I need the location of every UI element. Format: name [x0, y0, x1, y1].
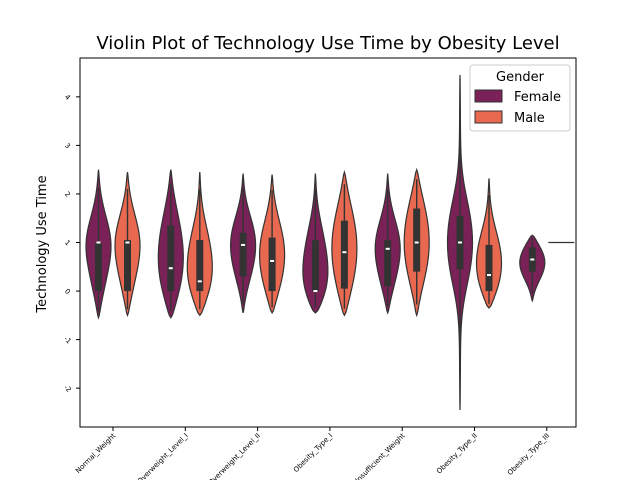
violin-male-4: [403, 167, 430, 318]
x-tick-label: Overweight_Level_I: [136, 432, 190, 480]
y-tick-label: -2: [62, 383, 73, 394]
x-axis: Normal_Weight Overweight_Level_I Overweigh…: [74, 427, 551, 480]
iqr-box: [413, 208, 421, 272]
y-axis-label: Technology Use Time: [35, 175, 50, 313]
legend-label-male: Male: [514, 111, 545, 126]
y-tick-label: 4: [63, 93, 72, 102]
violin-male-5: [475, 178, 503, 309]
violin-male-3: [331, 170, 358, 317]
iqr-box: [485, 244, 493, 292]
x-tick-label: Insufficient_Weight: [354, 432, 407, 480]
iqr-box: [384, 240, 392, 287]
y-tick-label: 1: [63, 239, 72, 248]
x-tick-label: Obesity_Type_II: [435, 432, 479, 476]
legend: Gender Female Male: [469, 64, 571, 132]
legend-swatch-male: [474, 110, 503, 124]
y-tick-label: 0: [63, 287, 72, 296]
violin-female-0: [85, 169, 112, 320]
x-tick-label: Obesity_Type_I: [292, 432, 334, 474]
iqr-box: [124, 240, 131, 292]
chart-title: Violin Plot of Technology Use Time by Ob…: [96, 33, 559, 54]
violin-female-6: [519, 234, 546, 303]
iqr-box: [311, 240, 319, 292]
y-tick-label: 3: [63, 142, 72, 151]
legend-title: Gender: [496, 70, 545, 85]
x-tick-label: Obesity_Type_III: [506, 432, 551, 477]
violin-female-3: [302, 173, 329, 314]
plot-area: [85, 74, 575, 411]
x-tick-label: Overweight_Level_II: [207, 432, 262, 480]
legend-label-female: Female: [514, 90, 561, 105]
violin-female-1: [157, 169, 184, 319]
y-axis: -2 -1 0 1 2 3 4: [62, 93, 80, 394]
violin-male-1: [186, 172, 213, 317]
y-tick-label: -1: [62, 335, 73, 346]
iqr-box: [196, 240, 204, 292]
violin-female-5: [446, 74, 474, 411]
iqr-box: [95, 242, 102, 292]
iqr-box: [239, 232, 247, 277]
violin-male-2: [258, 174, 286, 315]
violin-female-2: [229, 173, 257, 314]
iqr-box: [340, 220, 348, 289]
violin-female-4: [374, 173, 401, 315]
iqr-box: [167, 225, 175, 292]
violin-male-0: [114, 172, 141, 318]
iqr-box: [268, 237, 276, 292]
x-tick-label: Normal_Weight: [74, 432, 117, 475]
legend-swatch-female: [474, 89, 503, 103]
y-tick-label: 2: [63, 190, 72, 199]
